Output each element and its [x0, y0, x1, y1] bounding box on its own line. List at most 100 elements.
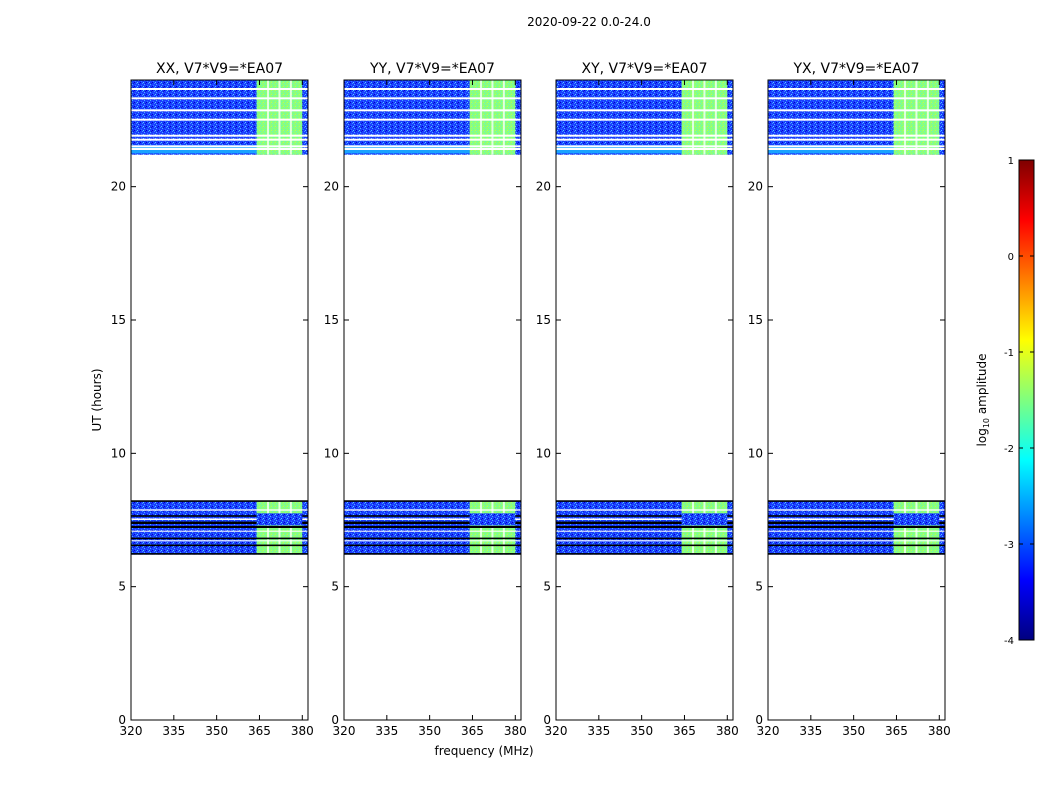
- flag-line: [344, 145, 521, 148]
- channel-gap: [915, 80, 918, 155]
- panel-title: YY, V7*V9=*EA07: [369, 61, 495, 77]
- data-block: [768, 80, 945, 155]
- channel-gap: [289, 80, 292, 155]
- flag-stripe: [344, 518, 521, 520]
- flag-line: [344, 134, 521, 137]
- panel-title: XX, V7*V9=*EA07: [156, 61, 283, 77]
- flag-stripe: [768, 518, 945, 520]
- channel-gap: [267, 80, 270, 155]
- flag-stripe: [344, 509, 521, 511]
- panel-title: YX, V7*V9=*EA07: [793, 61, 920, 77]
- x-tick-label: 350: [418, 724, 441, 738]
- x-tick-label: 365: [248, 724, 271, 738]
- flag-stripe: [768, 553, 945, 555]
- colorbar: 1 0 -1 -2 -3 -4 log10 amplitude: [975, 156, 1035, 647]
- x-tick-label: 380: [291, 724, 314, 738]
- flag-line: [131, 145, 308, 148]
- weak-band: [681, 513, 728, 526]
- flag-line: [768, 109, 945, 112]
- colorbar-gradient: [1018, 159, 1035, 641]
- flag-line: [344, 97, 521, 100]
- flag-line: [556, 97, 733, 100]
- flag-stripe: [556, 537, 733, 540]
- colorbar-tick-label: -4: [1004, 636, 1014, 647]
- axes-frame: [343, 79, 522, 721]
- axes-frame: [555, 79, 734, 721]
- flag-stripe: [768, 515, 945, 517]
- colorbar-ticks: 1 0 -1 -2 -3 -4: [1004, 156, 1034, 647]
- colorbar-tick-label: -2: [1004, 444, 1014, 455]
- flag-line: [768, 148, 945, 150]
- flag-line: [768, 88, 945, 90]
- x-tick-label: 350: [630, 724, 653, 738]
- panels: XX, V7*V9=*EA07 320 335 350 365 380 0 5 10 15 20 UT…: [90, 61, 951, 758]
- flag-stripe: [344, 537, 521, 540]
- y-tick-label: 20: [111, 180, 126, 194]
- flag-stripe: [344, 500, 521, 502]
- colorbar-tick-label: -3: [1004, 540, 1014, 551]
- x-tick-label: 380: [504, 724, 527, 738]
- flag-line: [344, 148, 521, 150]
- x-tick-label: 335: [375, 724, 398, 738]
- y-tick-label: 0: [543, 713, 551, 727]
- flag-stripe: [556, 530, 733, 532]
- flag-line: [344, 138, 521, 141]
- flag-stripe: [768, 530, 945, 532]
- x-tick-label: 380: [928, 724, 951, 738]
- flag-line: [344, 118, 521, 121]
- axes-frame: [130, 79, 309, 721]
- flag-stripe: [131, 521, 308, 524]
- flag-stripe: [131, 525, 308, 528]
- flag-stripe: [131, 530, 308, 532]
- y-tick-label: 0: [755, 713, 763, 727]
- y-tick-label: 10: [536, 446, 551, 460]
- flag-line: [768, 97, 945, 100]
- flag-stripe: [131, 515, 308, 517]
- flag-stripe: [131, 553, 308, 555]
- flag-line: [556, 118, 733, 121]
- colorbar-label: log10 amplitude: [975, 354, 991, 447]
- colorbar-tick-label: 0: [1008, 252, 1014, 263]
- flag-stripe: [768, 500, 945, 502]
- flag-stripe: [556, 540, 733, 542]
- flag-line: [131, 138, 308, 141]
- panel-3: XY, V7*V9=*EA07 320 335 350 365 380 0 5 10 15 20: [536, 61, 739, 738]
- channel-gap: [904, 80, 907, 155]
- x-tick-label: 320: [757, 724, 780, 738]
- weak-band: [893, 513, 940, 526]
- x-tick-label: 365: [885, 724, 908, 738]
- y-tick-label: 10: [748, 446, 763, 460]
- y-tick-label: 10: [324, 446, 339, 460]
- flag-stripe: [344, 553, 521, 555]
- flag-stripe: [768, 509, 945, 511]
- flag-stripe: [556, 553, 733, 555]
- x-tick-label: 365: [673, 724, 696, 738]
- flag-stripe: [768, 521, 945, 524]
- figure-title: 2020-09-22 0.0-24.0: [527, 15, 651, 29]
- flag-stripe: [556, 521, 733, 524]
- flag-line: [131, 118, 308, 121]
- axes-frame: [767, 79, 946, 721]
- channel-gap: [278, 80, 281, 155]
- flag-stripe: [768, 544, 945, 547]
- y-tick-label: 20: [748, 180, 763, 194]
- flag-line: [131, 97, 308, 100]
- x-tick-label: 335: [587, 724, 610, 738]
- flag-line: [556, 145, 733, 148]
- y-axis-label: UT (hours): [90, 368, 104, 431]
- flag-stripe: [768, 537, 945, 540]
- data-block: [131, 80, 308, 155]
- flag-stripe: [344, 515, 521, 517]
- x-tick-label: 350: [842, 724, 865, 738]
- flag-stripe: [131, 540, 308, 542]
- x-tick-label: 335: [799, 724, 822, 738]
- flag-line: [768, 145, 945, 148]
- x-axis-label: frequency (MHz): [434, 744, 533, 758]
- flag-stripe: [556, 515, 733, 517]
- colorbar-tick-label: 1: [1008, 156, 1014, 167]
- flag-line: [131, 88, 308, 90]
- flag-stripe: [131, 500, 308, 502]
- flag-line: [768, 118, 945, 121]
- flag-stripe: [556, 544, 733, 547]
